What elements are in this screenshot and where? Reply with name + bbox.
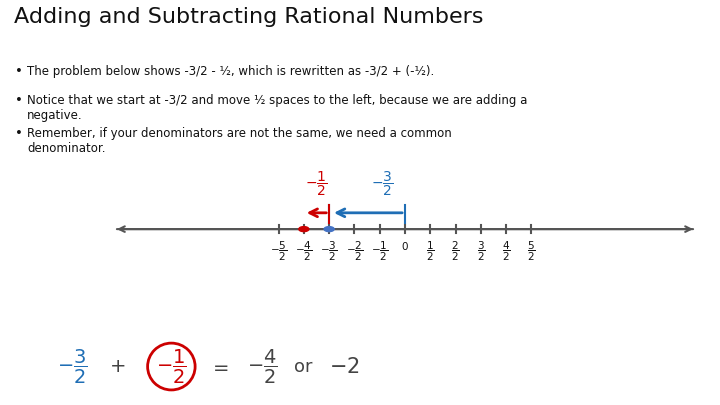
Text: $-\dfrac{2}{2}$: $-\dfrac{2}{2}$ — [346, 240, 363, 263]
Text: Remember, if your denominators are not the same, we need a common
denominator.: Remember, if your denominators are not t… — [27, 127, 451, 155]
Text: •: • — [15, 127, 23, 140]
Text: $-\dfrac{5}{2}$: $-\dfrac{5}{2}$ — [270, 240, 287, 263]
Text: $-\dfrac{1}{2}$: $-\dfrac{1}{2}$ — [156, 347, 186, 386]
Text: Notice that we start at -3/2 and move ½ spaces to the left, because we are addin: Notice that we start at -3/2 and move ½ … — [27, 94, 527, 122]
Text: $+$: $+$ — [109, 357, 125, 376]
Text: $-\dfrac{1}{2}$: $-\dfrac{1}{2}$ — [305, 169, 328, 198]
Text: $=$: $=$ — [209, 357, 229, 376]
Text: $\dfrac{2}{2}$: $\dfrac{2}{2}$ — [451, 240, 460, 263]
Text: $\mathrm{or}$: $\mathrm{or}$ — [293, 358, 313, 375]
Text: The problem below shows -3/2 - ½, which is rewritten as -3/2 + (-½).: The problem below shows -3/2 - ½, which … — [27, 65, 434, 78]
Text: $-\dfrac{1}{2}$: $-\dfrac{1}{2}$ — [371, 240, 388, 263]
Text: $-\dfrac{3}{2}$: $-\dfrac{3}{2}$ — [320, 240, 338, 263]
Text: $-\dfrac{3}{2}$: $-\dfrac{3}{2}$ — [57, 347, 87, 386]
Text: $-\dfrac{4}{2}$: $-\dfrac{4}{2}$ — [295, 240, 312, 263]
Text: $-\dfrac{4}{2}$: $-\dfrac{4}{2}$ — [247, 347, 277, 386]
Text: $-2$: $-2$ — [329, 356, 359, 377]
Circle shape — [299, 227, 309, 232]
Text: •: • — [15, 94, 23, 107]
Text: $\dfrac{1}{2}$: $\dfrac{1}{2}$ — [426, 240, 435, 263]
Text: $0$: $0$ — [401, 240, 409, 252]
Text: •: • — [15, 65, 23, 78]
Text: $\dfrac{5}{2}$: $\dfrac{5}{2}$ — [527, 240, 536, 263]
Circle shape — [324, 227, 334, 232]
Text: $\dfrac{4}{2}$: $\dfrac{4}{2}$ — [502, 240, 510, 263]
Text: Adding and Subtracting Rational Numbers: Adding and Subtracting Rational Numbers — [14, 7, 484, 27]
Text: $-\dfrac{3}{2}$: $-\dfrac{3}{2}$ — [371, 169, 393, 198]
Text: $\dfrac{3}{2}$: $\dfrac{3}{2}$ — [477, 240, 485, 263]
